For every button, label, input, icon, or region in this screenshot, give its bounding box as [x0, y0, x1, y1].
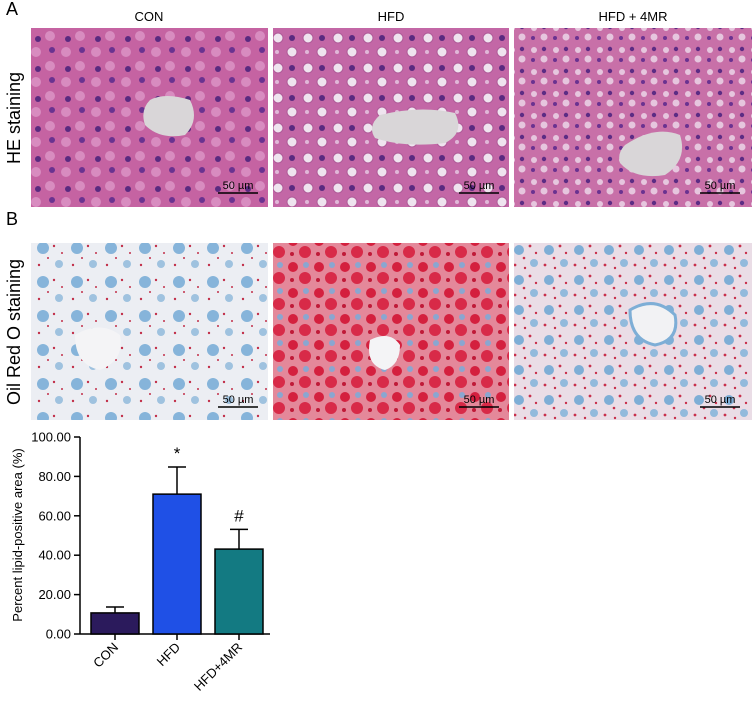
annotation: *	[174, 444, 181, 463]
x-tick-label: HFD	[154, 640, 183, 669]
scale-bar-label: 50 µm	[223, 180, 254, 192]
scale-bar-label: 50 µm	[464, 394, 495, 406]
micrograph	[273, 243, 509, 420]
bar	[214, 548, 264, 635]
micrograph	[514, 243, 752, 420]
micrograph	[514, 28, 752, 207]
micrograph	[31, 243, 268, 420]
y-axis-label: Percent lipid-positive area (%)	[10, 448, 25, 621]
scale-bar-label: 50 µm	[223, 394, 254, 406]
error-bar	[230, 528, 248, 550]
annotation: #	[234, 506, 244, 525]
column-header: HFD + 4MR	[599, 9, 668, 24]
error-bar	[168, 466, 186, 495]
y-tick-label: 60.00	[38, 508, 71, 523]
x-tick-label: HFD+4MR	[191, 640, 245, 694]
micrograph	[273, 28, 509, 207]
scale-bar	[218, 192, 740, 408]
row-label: Oil Red O staining	[4, 259, 24, 405]
column-header: CON	[135, 9, 164, 24]
scale-bar-label: 50 µm	[705, 394, 736, 406]
panel-label: A	[6, 0, 18, 19]
y-tick-label: 20.00	[38, 587, 71, 602]
micrograph	[31, 28, 268, 207]
panel-label: B	[6, 209, 18, 229]
y-tick-label: 100.00	[31, 430, 71, 445]
row-label: HE staining	[4, 72, 24, 164]
x-tick-label: CON	[90, 640, 121, 671]
error-bar	[106, 606, 124, 613]
y-tick-label: 0.00	[46, 627, 71, 642]
y-tick-label: 40.00	[38, 548, 71, 563]
column-header: HFD	[378, 9, 405, 24]
bar	[152, 493, 202, 635]
scale-bar-label: 50 µm	[464, 180, 495, 192]
y-tick-label: 80.00	[38, 469, 71, 484]
scale-bar-label: 50 µm	[705, 180, 736, 192]
bar	[90, 612, 140, 635]
